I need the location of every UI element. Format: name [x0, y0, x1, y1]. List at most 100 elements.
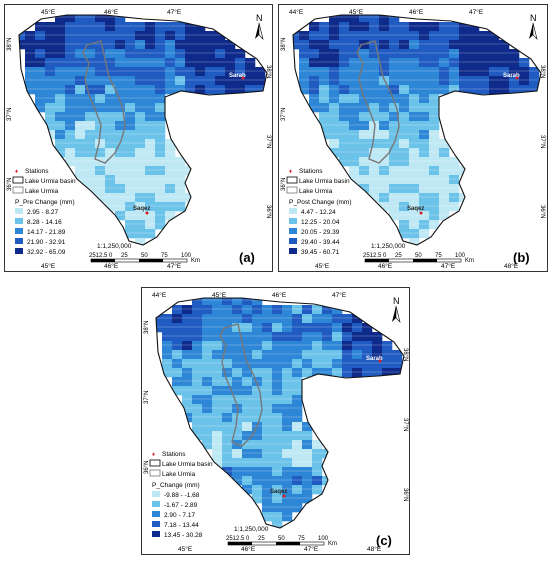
- raster-cell: [105, 184, 116, 194]
- raster-cell: [322, 368, 333, 378]
- right-tick-label: 38°N: [539, 65, 545, 78]
- raster-cell: [115, 15, 126, 23]
- legend-class-label: 8.28 - 14.16: [27, 219, 62, 226]
- raster-cell: [215, 76, 226, 86]
- raster-cell: [362, 332, 373, 342]
- scale-tick-label: 50: [415, 253, 422, 259]
- raster-cell: [322, 332, 333, 342]
- raster-cell: [212, 350, 223, 360]
- raster-cell: [389, 121, 400, 131]
- raster-cell: [382, 359, 393, 369]
- raster-cell: [222, 395, 233, 405]
- raster-cell: [45, 121, 56, 131]
- raster-cell: [419, 184, 430, 194]
- raster-cell: [35, 31, 46, 41]
- raster-cell: [212, 305, 223, 315]
- raster-cell: [242, 431, 253, 441]
- raster-cell: [509, 85, 520, 95]
- raster-cell: [182, 368, 193, 378]
- raster-cell: [125, 67, 136, 77]
- raster-cell: [135, 193, 146, 203]
- raster-cell: [156, 314, 163, 324]
- raster-cell: [319, 49, 330, 59]
- raster-cell: [155, 184, 166, 194]
- raster-cell: [242, 422, 253, 432]
- legend-class-swatch: [15, 228, 23, 234]
- raster-cell: [302, 368, 313, 378]
- raster-cell: [379, 184, 390, 194]
- raster-cell: [252, 314, 263, 324]
- station-marker: [515, 76, 519, 80]
- raster-cell: [272, 386, 283, 396]
- raster-cell: [145, 103, 156, 113]
- legend-class-label: 13.45 - 30.28: [164, 532, 203, 539]
- station-marker: [419, 211, 423, 215]
- raster-cell: [55, 148, 66, 158]
- station-label-north: Sarab: [503, 73, 520, 79]
- raster-cell: [389, 85, 400, 95]
- raster-cell: [262, 494, 273, 504]
- raster-cell: [75, 58, 86, 68]
- raster-cell: [449, 175, 460, 185]
- raster-cell: [362, 323, 373, 333]
- raster-cell: [115, 121, 126, 131]
- raster-cell: [379, 112, 390, 122]
- raster-cell: [75, 139, 86, 149]
- raster-cell: [349, 157, 360, 167]
- raster-cell: [252, 368, 263, 378]
- station-legend-icon: ♦: [152, 452, 155, 458]
- raster-cell: [429, 112, 440, 122]
- raster-cell: [252, 323, 263, 333]
- raster-cell: [95, 175, 106, 185]
- raster-cell: [145, 220, 156, 230]
- scale-unit: Km: [328, 541, 337, 547]
- raster-cell: [342, 350, 353, 360]
- raster-cell: [399, 148, 410, 158]
- raster-cell: [439, 31, 450, 41]
- raster-cell: [172, 377, 183, 387]
- raster-cell: [322, 305, 333, 315]
- raster-cell: [339, 148, 350, 158]
- raster-cell: [35, 58, 46, 68]
- raster-cell: [349, 175, 360, 185]
- raster-cell: [135, 76, 146, 86]
- raster-cell: [389, 31, 400, 41]
- raster-cell: [302, 467, 313, 477]
- raster-cell: [185, 58, 196, 68]
- lake-outline: [219, 323, 263, 447]
- raster-cell: [349, 94, 360, 104]
- raster-cell: [115, 130, 126, 140]
- legend-class-swatch: [15, 238, 23, 244]
- raster-cell: [262, 503, 273, 513]
- raster-cell: [272, 323, 283, 333]
- raster-cell: [202, 386, 213, 396]
- raster-cell: [332, 314, 343, 324]
- raster-cell: [339, 22, 350, 32]
- raster-cell: [369, 67, 380, 77]
- raster-cell: [135, 67, 146, 77]
- raster-cell: [272, 404, 283, 414]
- raster-cell: [272, 314, 283, 324]
- station-marker: [241, 76, 245, 80]
- raster-cell: [252, 359, 263, 369]
- raster-cell: [359, 157, 370, 167]
- legend-lake-swatch: [12, 186, 24, 194]
- raster-cell: [25, 76, 36, 86]
- raster-cell: [232, 341, 243, 351]
- raster-cell: [145, 67, 156, 77]
- raster-cell: [282, 350, 293, 360]
- raster-cell: [449, 193, 460, 203]
- raster-cell: [242, 476, 253, 486]
- raster-cell: [369, 85, 380, 95]
- raster-cell: [222, 404, 233, 414]
- raster-cell: [392, 350, 403, 360]
- raster-cell: [215, 49, 226, 59]
- raster-cell: [245, 67, 256, 77]
- raster-cell: [509, 49, 520, 59]
- raster-cell: [369, 175, 380, 185]
- left-tick-label: 36°N: [281, 178, 287, 191]
- raster-cell: [409, 67, 420, 77]
- raster-cell: [379, 166, 390, 176]
- raster-cell: [232, 422, 243, 432]
